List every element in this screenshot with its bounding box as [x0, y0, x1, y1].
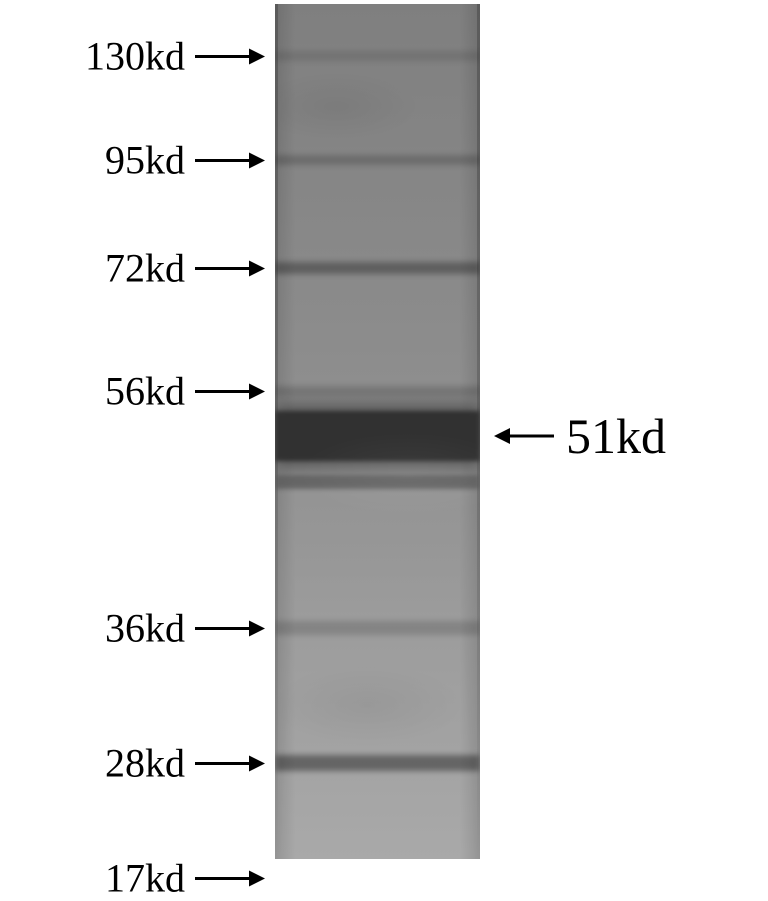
mw-marker-56kd: 56kd: [65, 368, 265, 415]
mw-marker-label: 17kd: [65, 855, 185, 901]
target-band-label: 51kd: [494, 407, 666, 465]
arrow-right-icon: [195, 752, 265, 774]
arrow-right-icon: [195, 380, 265, 402]
mw-marker-label: 56kd: [65, 368, 185, 415]
mw-marker-label: 130kd: [65, 33, 185, 80]
arrow-right-icon: [195, 867, 265, 889]
mw-marker-95kd: 95kd: [65, 137, 265, 184]
gel-lane: [275, 4, 480, 859]
arrow-left-icon: [494, 425, 554, 447]
mw-marker-label: 72kd: [65, 245, 185, 292]
arrow-right-icon: [195, 257, 265, 279]
western-blot-figure: { "figure": { "width_px": 768, "height_p…: [0, 0, 768, 901]
mw-marker-label: 36kd: [65, 605, 185, 652]
mw-marker-28kd: 28kd: [65, 740, 265, 787]
mw-marker-130kd: 130kd: [65, 33, 265, 80]
arrow-right-icon: [195, 149, 265, 171]
mw-marker-72kd: 72kd: [65, 245, 265, 292]
arrow-right-icon: [195, 45, 265, 67]
lane-noise: [275, 4, 480, 859]
mw-marker-36kd: 36kd: [65, 605, 265, 652]
arrow-right-icon: [195, 617, 265, 639]
mw-marker-17kd: 17kd: [65, 855, 265, 901]
mw-marker-label: 95kd: [65, 137, 185, 184]
target-label-text: 51kd: [566, 407, 666, 465]
mw-marker-label: 28kd: [65, 740, 185, 787]
